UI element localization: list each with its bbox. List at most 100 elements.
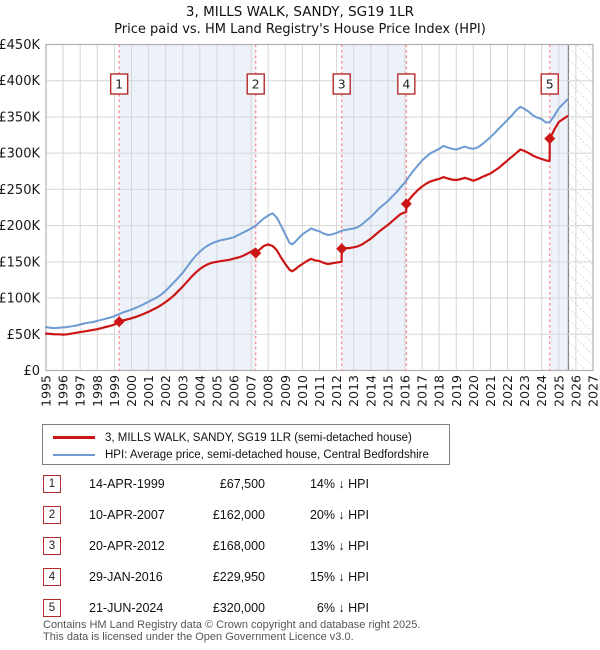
x-axis-label: 2026: [568, 375, 583, 407]
chart-legend: 3, MILLS WALK, SANDY, SG19 1LR (semi-det…: [42, 424, 450, 465]
sale-hpi-diff: 13% ↓ HPI: [309, 539, 369, 553]
x-axis-label: 1998: [90, 375, 105, 407]
sales-table: 1 14-APR-1999 £67,500 14% ↓ HPI 2 10-APR…: [43, 475, 443, 630]
series-line: [44, 115, 569, 336]
x-axis-label: 2012: [329, 375, 344, 407]
x-axis-label: 2013: [346, 375, 361, 407]
y-axis-label: £400K: [0, 74, 40, 89]
sale-price: £229,950: [212, 570, 265, 584]
sale-number-badge: 2: [43, 506, 61, 524]
plot-border: [45, 43, 594, 372]
x-axis-label: 1996: [56, 375, 71, 407]
sale-number-badge: [397, 73, 416, 95]
sale-number-label: 1: [115, 77, 123, 92]
sale-number-badge: 1: [43, 475, 61, 493]
sale-hpi-diff: 20% ↓ HPI: [309, 508, 369, 522]
x-axis-label: 2022: [500, 375, 515, 407]
sale-hpi-diff: 14% ↓ HPI: [309, 477, 369, 491]
x-axis-label: 2000: [124, 375, 139, 407]
legend-item-hpi: HPI: Average price, semi-detached house,…: [53, 446, 449, 463]
price-chart: 1 2 3 4 5 £0 £50K £100K £150K £200K £250K £300K £350…: [0, 38, 600, 407]
sale-marker: [113, 316, 125, 328]
sale-number-badge: 3: [43, 537, 61, 555]
legend-item-property: 3, MILLS WALK, SANDY, SG19 1LR (semi-det…: [53, 429, 449, 446]
y-axis-label: £50K: [7, 328, 41, 343]
x-axis-label: 2017: [415, 375, 430, 407]
sale-hpi-diff: 15% ↓ HPI: [309, 570, 369, 584]
x-axis-label: 1999: [107, 375, 122, 407]
x-axis-label: 1997: [73, 375, 88, 407]
x-axis-label: 2004: [192, 375, 207, 407]
sale-hpi-diff: 6% ↓ HPI: [316, 601, 369, 615]
future-hatch-region: [568, 44, 593, 371]
x-axis-label: 2020: [466, 375, 481, 407]
x-axis-label: 2015: [380, 375, 395, 407]
sale-marker: [544, 133, 556, 145]
sale-date: 10-APR-2007: [89, 508, 165, 522]
table-row: 4 29-JAN-2016 £229,950 15% ↓ HPI: [43, 568, 443, 599]
x-axis-label: 2027: [586, 375, 600, 407]
license-footer: Contains HM Land Registry data © Crown c…: [43, 619, 583, 643]
sale-number-label: 5: [546, 77, 554, 92]
sale-marker: [250, 247, 262, 259]
x-axis-label: 2014: [363, 375, 378, 407]
ownership-band: [119, 44, 256, 371]
y-axis-label: £350K: [0, 110, 40, 125]
sale-date: 14-APR-1999: [89, 477, 165, 491]
y-axis-label: £150K: [0, 255, 40, 270]
y-axis-label: £450K: [0, 38, 40, 53]
sale-price: £67,500: [219, 477, 265, 491]
chart-subtitle: Price paid vs. HM Land Registry's House …: [114, 22, 486, 37]
y-axis-label: £0: [23, 364, 40, 379]
sale-number-badge: 4: [43, 568, 61, 586]
x-axis-label: 2001: [141, 375, 156, 407]
x-axis-label: 2003: [175, 375, 190, 407]
hpi-line-swatch: [53, 453, 95, 456]
x-axis-label: 2021: [483, 375, 498, 407]
x-axis-label: 2005: [209, 375, 224, 407]
x-axis-label: 2025: [551, 375, 566, 407]
sale-number-badge: [540, 73, 559, 95]
sale-price: £320,000: [212, 601, 265, 615]
y-axis-label: £300K: [0, 147, 40, 162]
table-row: 3 20-APR-2012 £168,000 13% ↓ HPI: [43, 537, 443, 568]
x-axis-label: 2016: [397, 375, 412, 407]
x-axis-label: 2008: [261, 375, 276, 407]
sale-marker: [336, 243, 348, 255]
sale-price: £162,000: [212, 508, 265, 522]
y-axis-label: £250K: [0, 183, 40, 198]
x-axis-label: 2006: [227, 375, 242, 407]
sale-price: £168,000: [212, 539, 265, 553]
property-line-swatch: [53, 436, 95, 439]
sale-date: 20-APR-2012: [89, 539, 165, 553]
x-axis-label: 2011: [312, 375, 327, 407]
ownership-band: [341, 44, 407, 371]
sale-number-badge: [332, 73, 351, 95]
x-axis-label: 2023: [517, 375, 532, 407]
footer-line: This data is licensed under the Open Gov…: [43, 630, 354, 643]
x-axis-label: 2007: [244, 375, 259, 407]
sale-marker: [400, 198, 412, 210]
y-axis-label: £100K: [0, 292, 40, 307]
sale-number-badge: [246, 73, 265, 95]
series-line: [45, 98, 569, 330]
sale-number-badge: [109, 73, 129, 95]
x-axis-label: 2002: [158, 375, 173, 407]
table-row: 2 10-APR-2007 £162,000 20% ↓ HPI: [43, 506, 443, 537]
x-axis-label: 2019: [449, 375, 464, 407]
table-row: 1 14-APR-1999 £67,500 14% ↓ HPI: [43, 475, 443, 506]
legend-item-label: HPI: Average price, semi-detached house,…: [105, 448, 429, 461]
y-axis-label: £200K: [0, 219, 40, 234]
sale-number-label: 3: [338, 77, 346, 92]
footer-line: Contains HM Land Registry data © Crown c…: [43, 619, 421, 631]
sale-date: 21-JUN-2024: [89, 601, 164, 615]
x-axis-label: 2010: [295, 375, 310, 407]
sale-number-badge: 5: [43, 599, 61, 617]
sale-date: 29-JAN-2016: [89, 570, 163, 584]
sale-number-label: 4: [402, 77, 410, 92]
table-row: 5 21-JUN-2024 £320,000 6% ↓ HPI: [43, 599, 443, 630]
page-title: 3, MILLS WALK, SANDY, SG19 1LR: [185, 4, 415, 20]
x-axis-label: 1995: [39, 375, 54, 407]
x-axis-label: 2018: [432, 375, 447, 407]
